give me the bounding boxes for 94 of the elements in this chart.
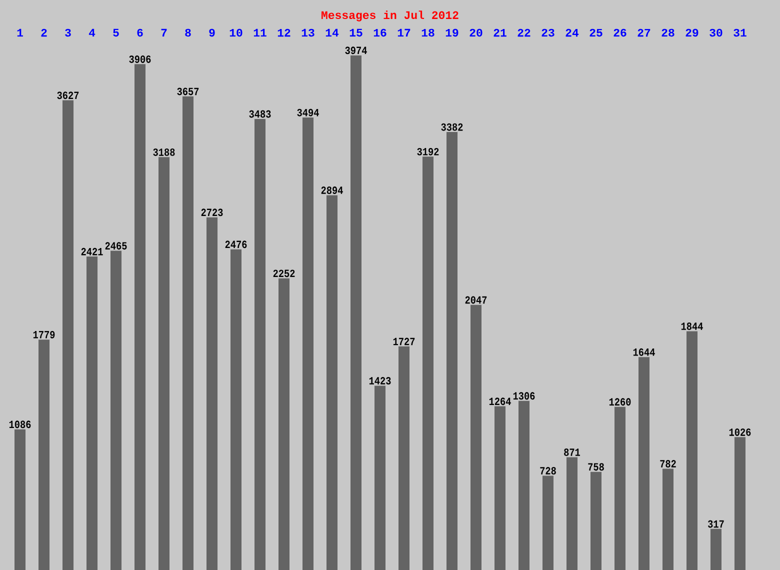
data-label: 3192	[417, 148, 439, 156]
bar	[662, 468, 674, 570]
data-label: 1086	[9, 420, 31, 428]
data-label: 758	[588, 463, 604, 471]
data-label: 1026	[729, 428, 751, 436]
x-tick-label: 10	[230, 28, 242, 37]
x-tick-label: 8	[185, 28, 191, 37]
x-tick-label: 12	[278, 28, 290, 37]
data-label: 871	[564, 448, 580, 456]
x-tick-label: 3	[65, 28, 71, 37]
data-label: 728	[540, 467, 556, 475]
x-tick-label: 24	[566, 28, 579, 37]
x-tick-label: 15	[350, 28, 362, 37]
data-label: 1644	[633, 348, 655, 356]
data-label: 3188	[153, 148, 175, 156]
bar	[38, 340, 50, 570]
x-tick-label: 26	[614, 28, 626, 37]
bar	[398, 346, 410, 570]
x-tick-label: 4	[88, 28, 96, 37]
data-label: 2465	[105, 242, 127, 250]
bar	[638, 357, 650, 570]
bar	[422, 156, 434, 570]
x-tick-label: 17	[398, 28, 410, 37]
bar	[206, 217, 218, 570]
data-label: 3906	[129, 55, 151, 63]
bar	[134, 64, 146, 570]
data-label: 2421	[81, 248, 103, 256]
x-tick-label: 7	[161, 28, 167, 37]
x-tick-label: 27	[638, 28, 650, 37]
data-label: 3494	[297, 108, 319, 116]
bar	[182, 96, 194, 570]
data-label: 3627	[57, 92, 79, 100]
bar	[374, 386, 386, 570]
bar	[350, 55, 362, 570]
bar	[62, 100, 74, 570]
bar	[686, 331, 698, 570]
x-tick-label: 29	[686, 28, 698, 37]
data-label: 3483	[249, 110, 271, 118]
x-tick-label: 5	[113, 28, 119, 37]
data-label: 3974	[345, 46, 367, 54]
bar	[14, 429, 26, 570]
x-tick-label: 6	[137, 28, 143, 37]
data-label: 1727	[393, 338, 415, 346]
x-tick-label: 19	[446, 28, 458, 37]
bar	[590, 472, 602, 570]
data-label: 2047	[465, 296, 487, 304]
x-tick-label: 28	[662, 28, 674, 37]
x-tick-label: 21	[494, 28, 506, 37]
bar	[302, 118, 314, 570]
bar	[278, 278, 290, 570]
bar	[86, 256, 98, 570]
x-tick-label: 16	[374, 28, 386, 37]
x-tick-label: 20	[470, 28, 482, 37]
x-tick-label: 25	[590, 28, 602, 37]
bar	[254, 118, 266, 570]
x-tick-label: 30	[710, 28, 722, 37]
x-tick-label: 18	[422, 28, 434, 37]
data-label: 782	[660, 460, 676, 468]
data-label: 2252	[273, 270, 295, 278]
data-label: 1844	[681, 322, 703, 330]
bar	[446, 132, 458, 570]
x-tick-label: 22	[518, 28, 530, 37]
x-tick-label: 13	[302, 28, 314, 37]
x-tick-label: 11	[254, 28, 266, 37]
data-label: 1306	[513, 392, 535, 400]
data-label: 317	[708, 520, 724, 528]
data-label: 2894	[321, 186, 343, 194]
bar	[542, 476, 554, 570]
bar	[494, 406, 506, 570]
data-label: 1779	[33, 330, 55, 338]
data-label: 2476	[225, 240, 247, 248]
bar	[518, 400, 530, 570]
bar	[158, 157, 170, 570]
x-tick-label: 23	[542, 28, 554, 37]
bar	[710, 528, 722, 570]
x-tick-label: 9	[209, 28, 215, 37]
bar	[326, 195, 338, 570]
bar	[470, 304, 482, 570]
bar	[230, 249, 242, 570]
x-tick-label: 1	[17, 28, 23, 37]
bar	[614, 406, 626, 570]
data-label: 3382	[441, 123, 463, 131]
data-label: 3657	[177, 88, 199, 96]
data-label: 1264	[489, 398, 511, 406]
x-tick-label: 14	[326, 28, 339, 37]
chart-title: Messages in Jul 2012	[322, 10, 458, 22]
bar	[110, 250, 122, 570]
data-label: 1423	[369, 377, 391, 385]
data-label: 1260	[609, 398, 631, 406]
bar	[734, 437, 746, 570]
data-label: 2723	[201, 208, 223, 216]
bar	[566, 457, 578, 570]
x-tick-label: 2	[41, 28, 47, 37]
x-tick-label: 31	[734, 28, 746, 37]
